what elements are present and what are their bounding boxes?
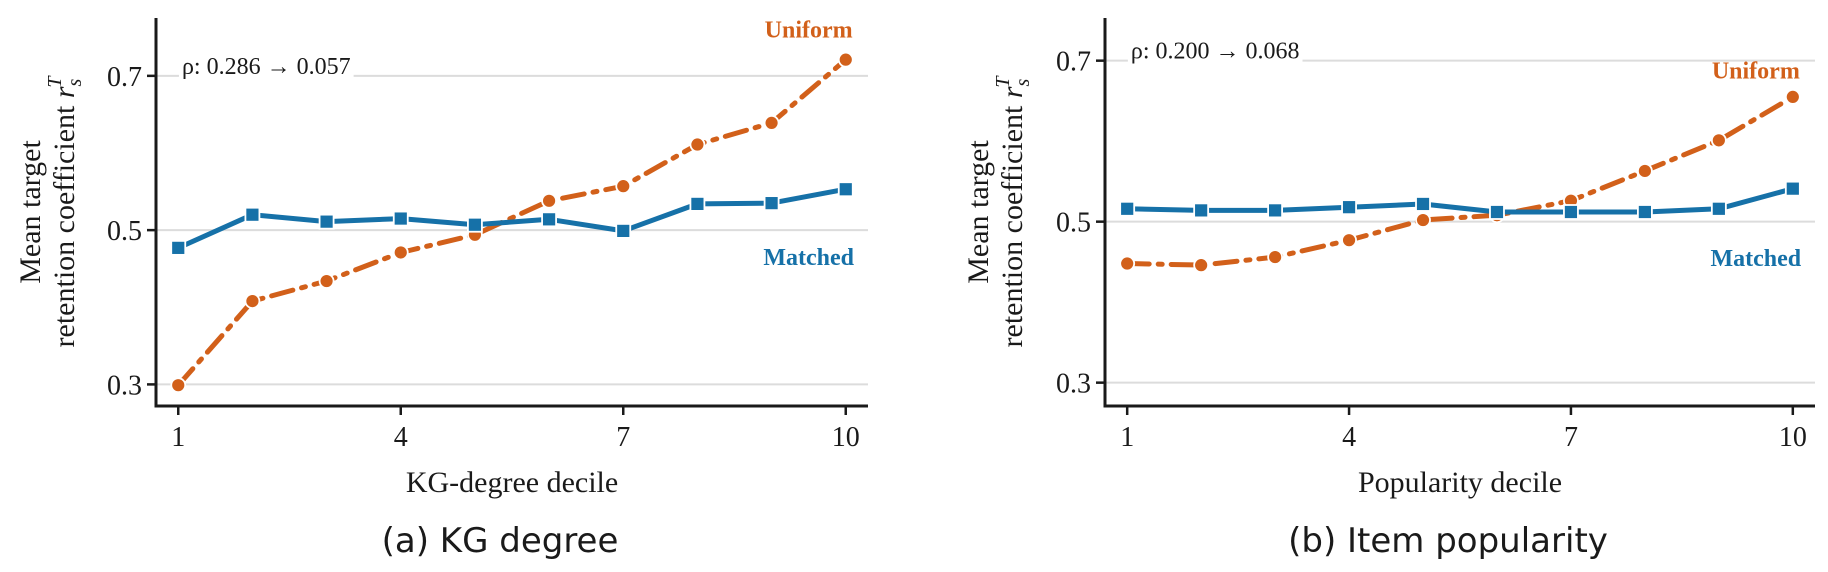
- x-tick-label: 1: [1120, 422, 1134, 453]
- y-axis-label-superscript: T: [44, 75, 66, 88]
- series-line-matched: [175, 186, 849, 251]
- y-axis-label-subscript: s: [1012, 78, 1034, 86]
- series-label-matched: Matched: [1711, 246, 1802, 272]
- y-axis-label-symbol: r: [48, 86, 81, 98]
- data-point-uniform: [763, 115, 780, 131]
- x-tick-label: 1: [171, 422, 185, 453]
- data-point-matched: [1710, 200, 1727, 217]
- data-point-matched: [689, 196, 706, 212]
- y-axis-label-symbol: r: [996, 86, 1029, 98]
- data-point-matched: [1489, 204, 1505, 220]
- data-point-uniform: [541, 192, 557, 209]
- x-tick-label: 10: [832, 422, 860, 453]
- data-point-uniform: [1267, 249, 1284, 265]
- series-label-matched: Matched: [763, 245, 854, 271]
- data-point-matched: [1119, 200, 1136, 217]
- data-point-uniform: [318, 273, 335, 289]
- x-tick-label: 4: [1342, 422, 1356, 453]
- data-point-uniform: [1636, 163, 1653, 179]
- x-tick-label: 4: [394, 422, 408, 453]
- y-axis-label-line2: retention coefficient rsT: [992, 75, 1034, 348]
- data-point-matched: [392, 210, 409, 227]
- data-point-uniform: [1119, 255, 1136, 272]
- chart-panel-1: ρ: 0.286 → 0.057 Uniform Matched 0.3 0.5 0.7 1…: [14, 17, 868, 561]
- data-point-matched: [763, 195, 780, 212]
- data-point-uniform: [615, 178, 632, 195]
- series-label-uniform: Uniform: [1712, 58, 1800, 84]
- y-axis-label-text: retention coefficient: [996, 98, 1029, 347]
- y-axis-label-text: retention coefficient: [48, 98, 81, 347]
- x-axis-label: Popularity decile: [1358, 466, 1562, 499]
- data-point-matched: [1341, 199, 1357, 216]
- data-point-matched: [318, 213, 335, 230]
- data-point-uniform: [1193, 257, 1210, 274]
- data-point-matched: [1193, 202, 1210, 219]
- data-point-uniform: [392, 244, 409, 261]
- annotation-background: [1127, 37, 1303, 66]
- series-line-uniform: [175, 57, 849, 388]
- y-axis-label-line1: Mean target: [14, 140, 47, 284]
- series-line-matched: [1124, 186, 1796, 215]
- data-point-matched: [244, 206, 261, 223]
- y-axis-label-line2: retention coefficient rsT: [44, 75, 86, 348]
- y-axis-label-superscript: T: [992, 75, 1014, 88]
- correlation-annotation: ρ: 0.200 → 0.068: [1131, 39, 1300, 65]
- y-axis-label-subscript: s: [64, 78, 86, 86]
- data-point-uniform: [1710, 132, 1727, 149]
- correlation-annotation: ρ: 0.286 → 0.057: [182, 54, 351, 80]
- x-tick-label: 10: [1779, 422, 1807, 453]
- data-point-uniform: [1341, 232, 1357, 249]
- data-point-matched: [170, 239, 187, 256]
- panel-caption: (b) Item popularity: [1288, 521, 1608, 561]
- data-point-uniform: [1415, 212, 1431, 228]
- y-tick-label: 0.5: [1056, 208, 1091, 239]
- data-point-matched: [541, 211, 557, 228]
- y-tick-label: 0.3: [107, 370, 142, 401]
- data-point-uniform: [170, 377, 187, 394]
- data-point-matched: [1563, 204, 1579, 220]
- x-tick-label: 7: [616, 422, 630, 453]
- data-point-matched: [467, 216, 483, 233]
- data-point-matched: [1636, 204, 1653, 220]
- data-point-uniform: [837, 51, 854, 68]
- data-point-matched: [1784, 180, 1801, 197]
- y-tick-label: 0.3: [1056, 369, 1091, 400]
- y-tick-label: 0.5: [107, 216, 142, 247]
- data-point-uniform: [1784, 88, 1801, 105]
- data-point-uniform: [244, 293, 261, 309]
- annotation-background: [178, 52, 354, 81]
- x-tick-label: 7: [1564, 422, 1578, 453]
- y-axis-label-line1: Mean target: [962, 140, 995, 284]
- chart-panel-2: ρ: 0.200 → 0.068 Uniform Matched 0.3 0.5 0.7 1…: [962, 18, 1815, 561]
- series-label-uniform: Uniform: [765, 17, 853, 43]
- x-axis-label: KG-degree decile: [406, 466, 618, 499]
- data-point-uniform: [689, 136, 706, 153]
- y-tick-label: 0.7: [107, 62, 142, 93]
- data-point-matched: [615, 222, 632, 239]
- data-point-matched: [1267, 202, 1284, 219]
- y-tick-label: 0.7: [1056, 47, 1091, 78]
- panel-caption: (a) KG degree: [382, 521, 619, 561]
- data-point-matched: [837, 181, 854, 198]
- data-point-matched: [1415, 196, 1431, 212]
- series-line-uniform: [1124, 94, 1796, 268]
